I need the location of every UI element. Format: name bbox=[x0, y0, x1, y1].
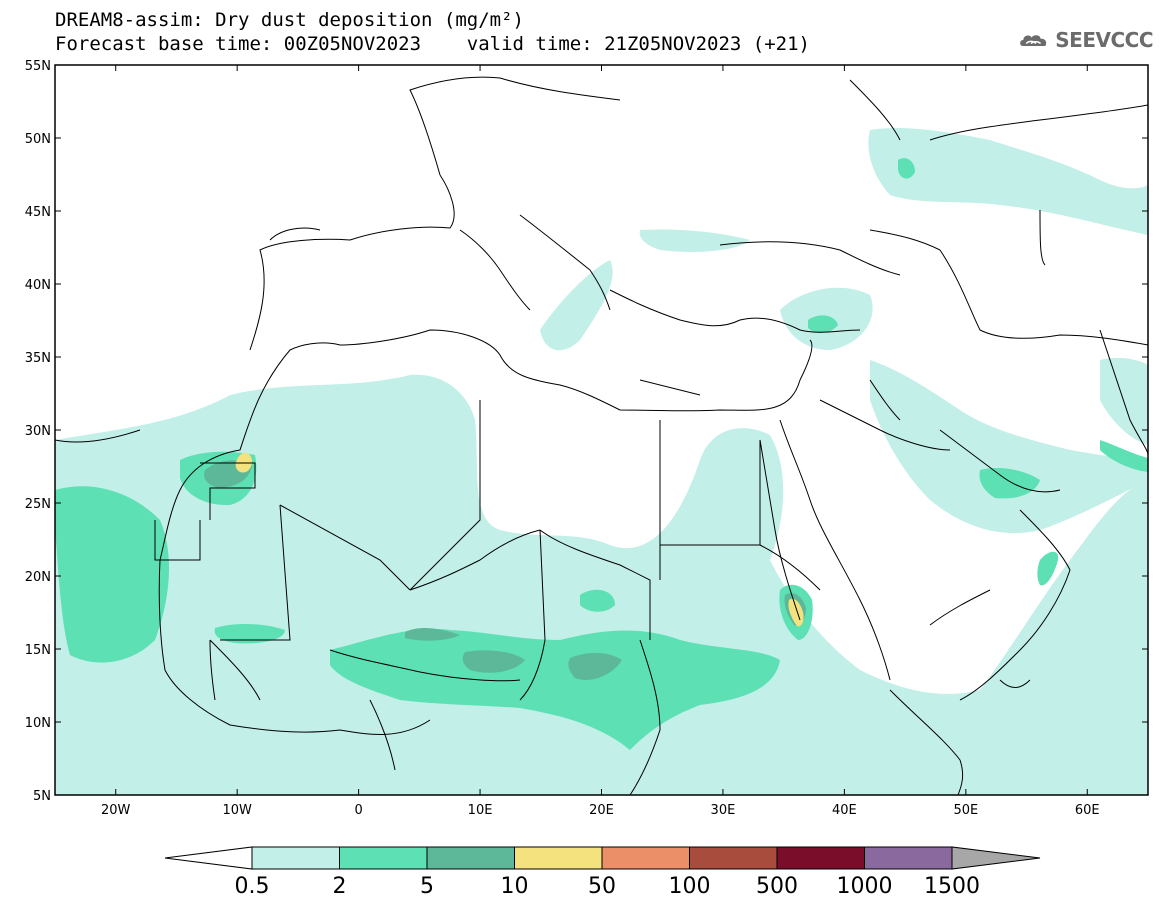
lat-tick-label: 20N bbox=[25, 570, 51, 585]
colorbar-swatch bbox=[426, 846, 515, 870]
colorbar-label: 5 bbox=[420, 874, 434, 899]
lon-tick-label: 10E bbox=[468, 803, 493, 818]
lat-tick-label: 55N bbox=[25, 59, 51, 74]
lon-tick-label: 20W bbox=[101, 803, 131, 818]
colorbar-swatch bbox=[689, 846, 778, 870]
colorbar-label: 1500 bbox=[924, 874, 980, 899]
colorbar-label: 10 bbox=[501, 874, 529, 899]
lat-tick-label: 45N bbox=[25, 205, 51, 220]
colorbar-over-triangle bbox=[951, 846, 1041, 870]
cloud-logo-icon bbox=[1020, 35, 1047, 46]
map-title-line2: Forecast base time: 00Z05NOV2023 valid t… bbox=[55, 33, 810, 55]
colorbar-swatch bbox=[251, 846, 340, 870]
lat-tick-label: 30N bbox=[25, 424, 51, 439]
colorbar-label: 0.5 bbox=[235, 874, 270, 899]
lat-tick-label: 10N bbox=[25, 716, 51, 731]
lon-tick-label: 30E bbox=[711, 803, 736, 818]
lat-tick-label: 50N bbox=[25, 132, 51, 147]
colorbar-swatch bbox=[339, 846, 428, 870]
lon-tick-label: 60E bbox=[1075, 803, 1100, 818]
longitude-axis: 20W 10W 0 10E 20E 30E 40E 50E 60E bbox=[101, 65, 1100, 818]
map-title-line1: DREAM8-assim: Dry dust deposition (mg/m²… bbox=[55, 9, 524, 31]
colorbar-label: 2 bbox=[333, 874, 347, 899]
colorbar-label: 50 bbox=[588, 874, 616, 899]
colorbar-under-triangle bbox=[164, 846, 253, 870]
logo-text: SEEVCCC bbox=[1055, 28, 1153, 52]
colorbar-swatch bbox=[514, 846, 603, 870]
seevccc-logo: SEEVCCC bbox=[1018, 24, 1153, 56]
coastlines-and-borders bbox=[55, 76, 1148, 795]
colorbar-swatch bbox=[864, 846, 953, 870]
lat-tick-label: 35N bbox=[25, 351, 51, 366]
colorbar-swatch bbox=[601, 846, 690, 870]
colorbar: 0.5 2 5 10 50 100 500 1000 1500 bbox=[164, 846, 1041, 899]
colorbar-label: 1000 bbox=[837, 874, 893, 899]
lon-tick-label: 50E bbox=[953, 803, 978, 818]
lat-tick-label: 5N bbox=[33, 789, 51, 804]
lon-tick-label: 0 bbox=[354, 803, 362, 818]
colorbar-label: 100 bbox=[669, 874, 711, 899]
lat-tick-label: 25N bbox=[25, 497, 51, 512]
colorbar-label: 500 bbox=[756, 874, 798, 899]
latitude-axis: 55N 50N 45N 40N 35N 30N 25N 20N 15N 10N 5N bbox=[25, 59, 1148, 804]
lon-tick-label: 10W bbox=[222, 803, 252, 818]
colorbar-swatch bbox=[776, 846, 865, 870]
lat-tick-label: 40N bbox=[25, 278, 51, 293]
lon-tick-label: 40E bbox=[832, 803, 857, 818]
lon-tick-label: 20E bbox=[589, 803, 614, 818]
lat-tick-label: 15N bbox=[25, 643, 51, 658]
